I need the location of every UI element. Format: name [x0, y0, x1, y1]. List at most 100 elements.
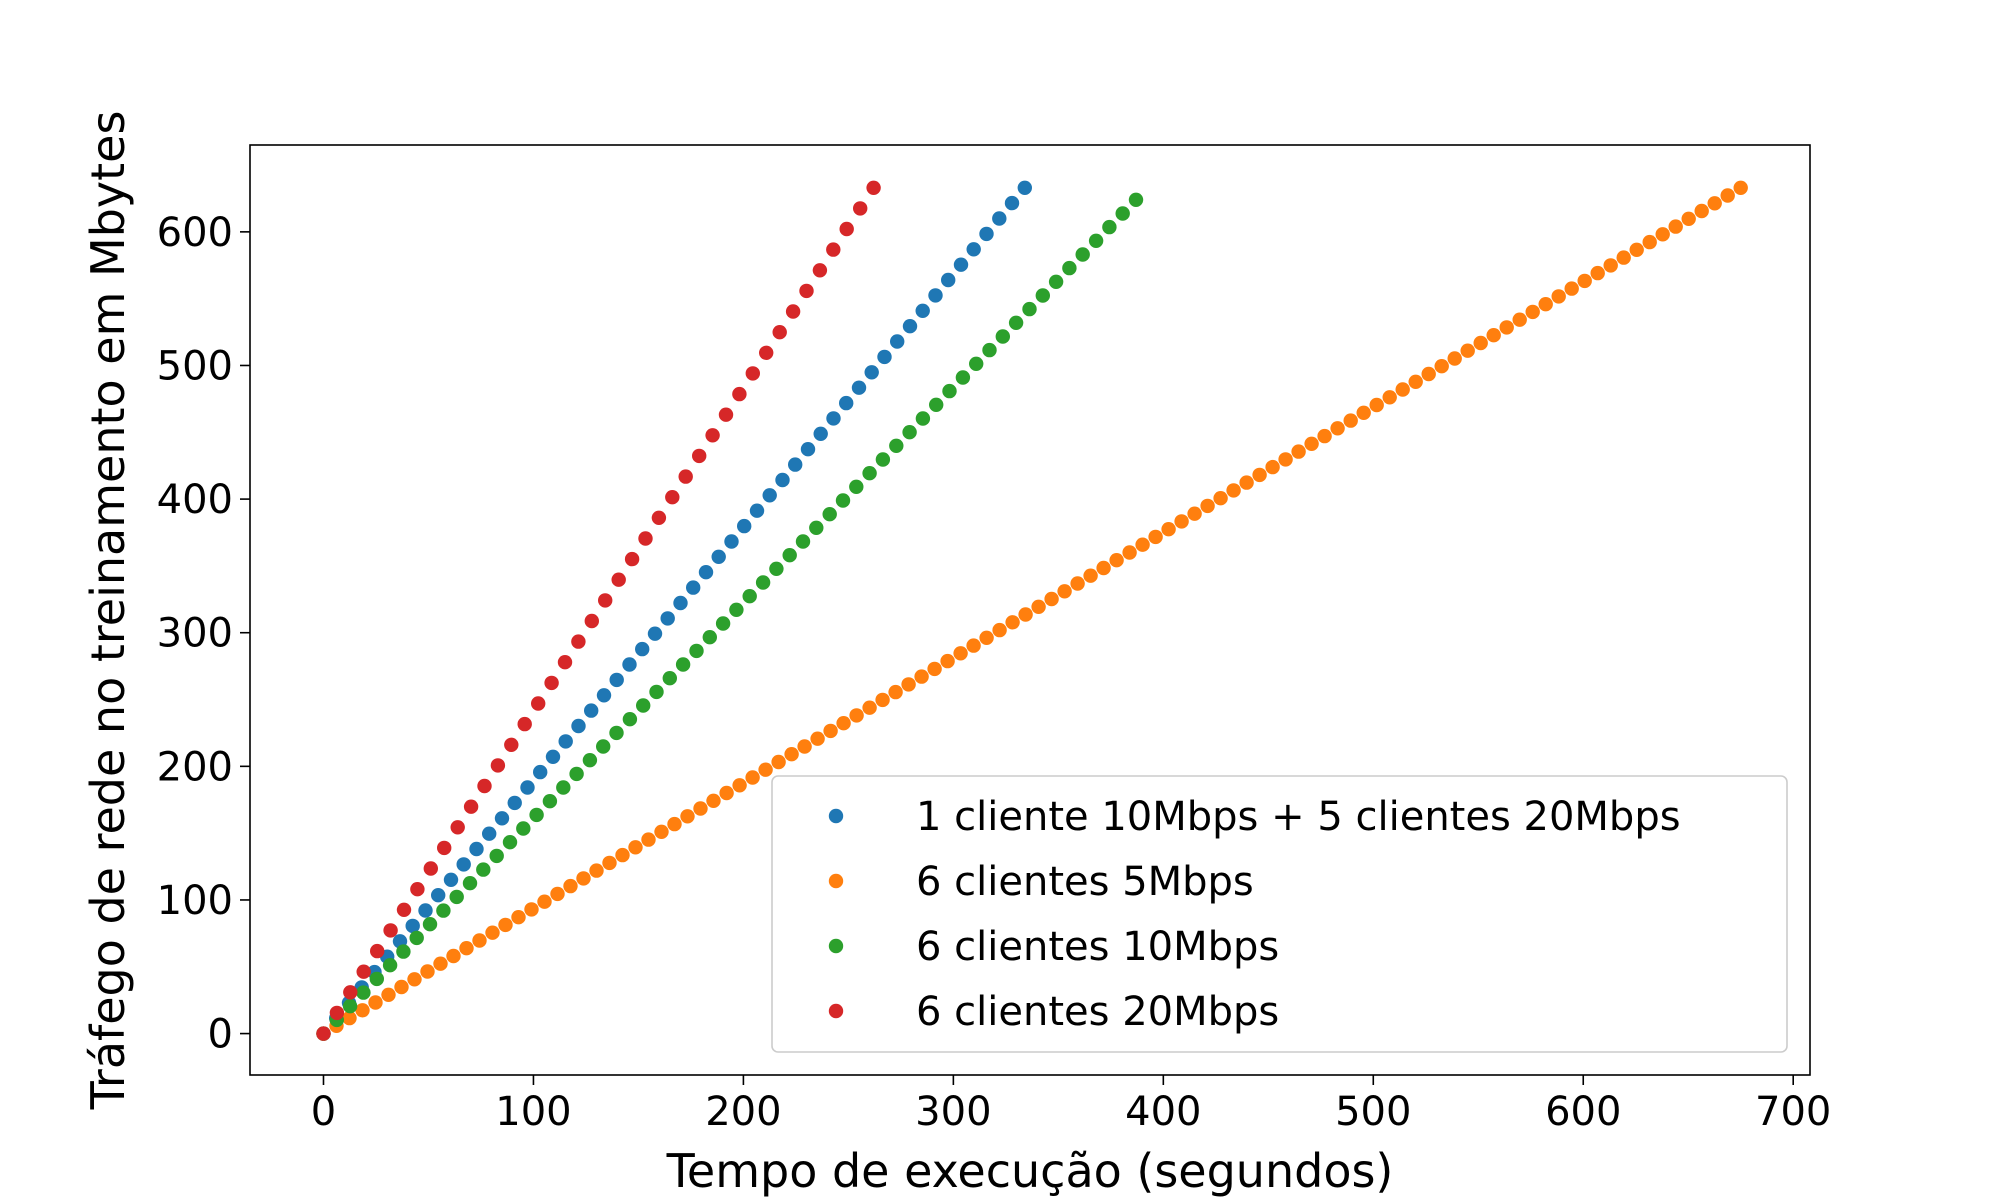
data-point	[1317, 428, 1332, 444]
data-point	[1088, 233, 1104, 248]
data-point	[862, 466, 877, 481]
x-tick-label: 300	[915, 1089, 991, 1135]
data-point	[1115, 206, 1130, 221]
data-point	[823, 723, 838, 739]
data-point	[638, 531, 653, 546]
data-point	[316, 1026, 331, 1041]
data-point	[609, 725, 624, 741]
data-point	[979, 226, 994, 242]
data-point	[437, 840, 452, 856]
data-point	[745, 770, 760, 785]
data-point	[715, 616, 731, 631]
data-point	[433, 956, 448, 971]
data-point	[407, 972, 422, 987]
data-point	[953, 646, 968, 661]
data-point	[485, 925, 500, 940]
data-point	[611, 572, 626, 587]
y-tick-label: 100	[157, 878, 233, 924]
data-point	[1122, 545, 1137, 560]
data-point	[839, 221, 854, 237]
data-point	[1447, 351, 1462, 366]
data-point	[866, 180, 881, 195]
data-point	[737, 518, 752, 534]
data-point	[890, 334, 905, 349]
data-point	[602, 855, 617, 871]
data-point	[755, 575, 771, 590]
data-point	[582, 753, 598, 768]
data-point	[864, 365, 879, 380]
data-point	[609, 672, 624, 688]
data-point	[1161, 522, 1176, 537]
data-point	[673, 595, 688, 611]
plot-area-frame	[249, 144, 1811, 1076]
data-point	[706, 793, 721, 808]
data-point	[914, 669, 929, 684]
x-tick-label: 600	[1545, 1089, 1621, 1135]
data-point	[1395, 382, 1410, 397]
x-tick-label: 500	[1335, 1089, 1411, 1135]
data-point	[1004, 195, 1020, 211]
data-point	[759, 345, 774, 360]
legend-marker-2	[828, 873, 844, 889]
data-point	[784, 747, 799, 762]
legend-marker-3	[828, 938, 844, 954]
data-point	[1070, 576, 1085, 591]
data-point	[622, 657, 637, 672]
data-point	[1408, 374, 1423, 389]
data-point	[517, 716, 532, 732]
data-point	[992, 622, 1007, 638]
data-point	[966, 242, 981, 257]
data-point	[1681, 211, 1696, 226]
data-point	[1668, 219, 1683, 234]
data-point	[1174, 514, 1189, 529]
data-point	[589, 863, 604, 878]
data-point	[875, 452, 891, 467]
data-point	[405, 918, 420, 934]
y-axis-ticks: 0 100 200 300 400 500 600	[157, 210, 250, 1058]
data-point	[667, 816, 682, 832]
data-point	[1226, 483, 1241, 498]
data-point	[418, 903, 433, 918]
data-point	[732, 386, 747, 402]
data-point	[584, 613, 599, 629]
data-point	[1031, 599, 1046, 614]
data-point	[940, 653, 955, 669]
data-point	[955, 370, 971, 385]
data-point	[368, 995, 383, 1010]
data-point	[711, 549, 726, 564]
data-point	[533, 764, 548, 780]
data-point	[719, 785, 734, 801]
data-point	[1096, 560, 1111, 576]
data-point	[409, 930, 424, 946]
data-point	[1148, 529, 1163, 545]
data-point	[596, 739, 611, 754]
data-point	[463, 799, 479, 814]
data-point	[423, 861, 438, 876]
data-point	[1512, 312, 1527, 327]
data-point	[511, 910, 526, 925]
data-point	[788, 457, 803, 472]
data-point	[370, 943, 385, 959]
data-point	[1603, 258, 1618, 273]
data-point	[1421, 366, 1436, 382]
data-point	[822, 507, 837, 522]
data-point	[1382, 390, 1397, 405]
data-point	[1733, 180, 1748, 195]
data-point	[624, 551, 640, 567]
data-point	[915, 303, 930, 318]
data-point	[544, 675, 559, 691]
data-point	[1629, 242, 1644, 257]
data-point	[1434, 359, 1449, 374]
data-point	[1239, 475, 1254, 490]
data-point	[928, 288, 943, 303]
data-point	[476, 862, 491, 877]
data-point	[1018, 607, 1033, 622]
y-tick-label: 300	[157, 611, 233, 657]
data-point	[641, 832, 656, 847]
data-point	[762, 488, 777, 503]
data-point	[995, 329, 1010, 344]
data-point	[654, 824, 669, 839]
data-point	[498, 917, 513, 933]
data-point	[992, 211, 1007, 226]
data-point	[941, 272, 956, 288]
